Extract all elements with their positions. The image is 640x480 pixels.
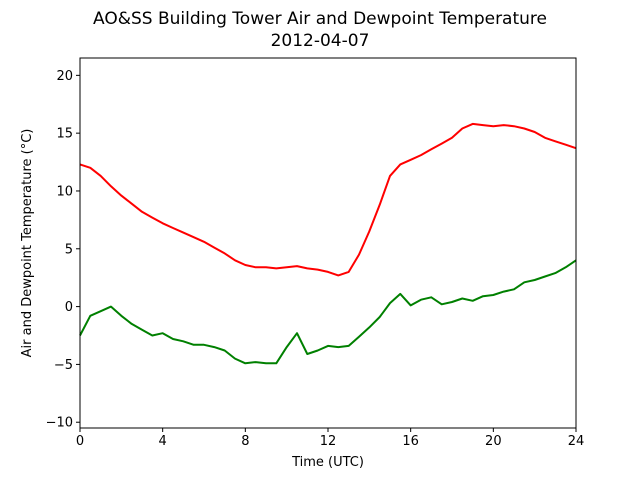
x-tick-label: 16	[402, 434, 419, 449]
x-tick-label: 8	[241, 434, 249, 449]
y-tick-label: 20	[56, 69, 73, 84]
y-tick-label: −5	[54, 358, 73, 373]
series-line-1	[79, 122, 577, 277]
chart-subtitle: 2012-04-07	[271, 31, 370, 51]
x-axis: 0 4 8 12 16 20 24	[76, 428, 584, 449]
y-tick-label: 5	[65, 242, 73, 257]
y-axis-label: Air and Dewpoint Temperature (°C)	[20, 129, 35, 358]
plot-area	[79, 122, 577, 365]
x-tick-label: 24	[568, 434, 585, 449]
x-tick-label: 0	[76, 434, 84, 449]
y-tick-label: 0	[65, 300, 73, 315]
y-tick-label: 10	[56, 184, 73, 199]
x-tick-label: 4	[159, 434, 167, 449]
x-tick-label: 20	[485, 434, 502, 449]
y-axis: −10 −5 0 5 10 15 20	[46, 69, 80, 431]
y-tick-label: 15	[56, 127, 73, 142]
x-axis-label: Time (UTC)	[291, 455, 364, 470]
x-tick-label: 12	[320, 434, 337, 449]
chart-title: AO&SS Building Tower Air and Dewpoint Te…	[93, 9, 547, 29]
y-tick-label: −10	[46, 416, 73, 431]
series-line-2	[79, 259, 577, 365]
plot-frame	[79, 57, 577, 429]
